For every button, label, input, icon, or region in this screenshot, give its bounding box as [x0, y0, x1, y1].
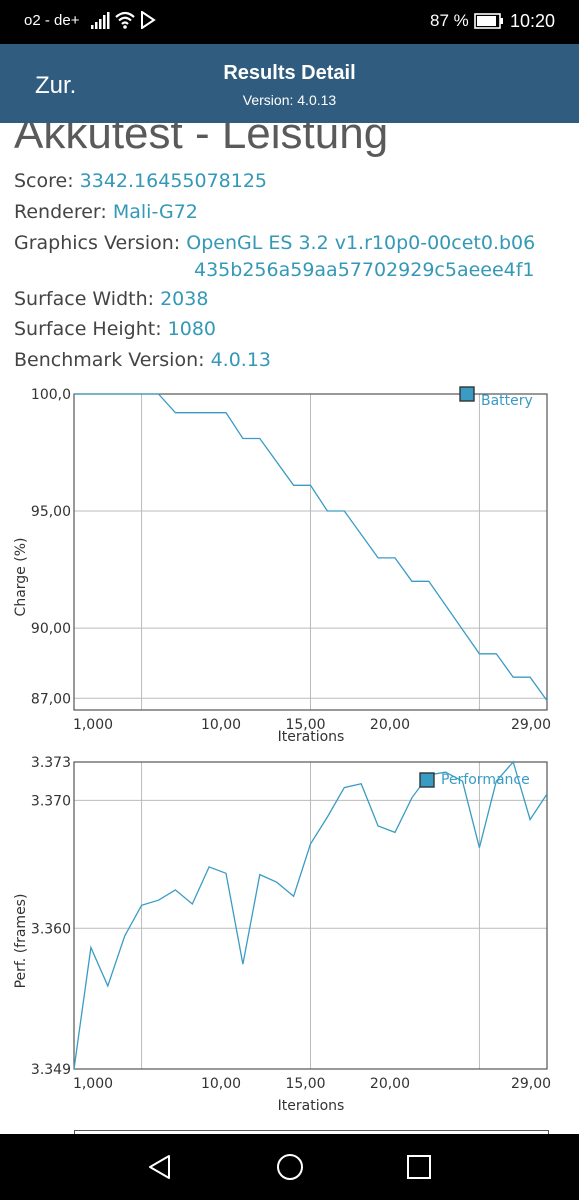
performance-chart: Perf. (frames) 1,000 10,00 15,00 20,00 29,00…: [13, 755, 551, 1113]
performance-y-ticks: 3.373 3.370 3.360 3.349: [31, 755, 71, 1078]
performance-series-line: [73, 760, 548, 1070]
status-bar: o2 - de+ 87 % 10:20: [0, 0, 579, 44]
battery-y-tick-label: 87,00: [31, 691, 71, 707]
battery-y-tick-label: 90,00: [31, 621, 71, 637]
battery-series-line: [74, 393, 548, 701]
battery-x-tick-label: 29,00: [511, 717, 551, 733]
carrier-label: o2 - de+: [24, 12, 80, 29]
battery-legend-label: Battery: [481, 393, 533, 409]
graphics-version-label: Graphics Version:: [14, 232, 187, 254]
page-title: Akkutest - Leistung: [14, 123, 389, 158]
surface-width-value: 2038: [160, 288, 209, 310]
battery-x-axis-label: Iterations: [278, 729, 345, 745]
performance-y-tick-label: 3.349: [31, 1062, 71, 1078]
performance-y-tick-label: 3.370: [31, 793, 71, 809]
benchmark-version-value: 4.0.13: [210, 349, 272, 371]
app-bar: Zur. Results Detail Version: 4.0.13: [0, 44, 579, 123]
battery-x-ticks: 1,000 10,00 15,00 20,00 29,00: [73, 717, 551, 733]
battery-x-tick-label: 20,00: [370, 717, 410, 733]
battery-icon: [474, 13, 503, 29]
renderer-label: Renderer:: [14, 201, 113, 223]
version-subtitle: Version: 4.0.13: [242, 92, 337, 108]
surface-height-label: Surface Height:: [14, 318, 168, 340]
score-label: Score:: [14, 170, 80, 192]
performance-legend-swatch: [419, 772, 435, 788]
battery-y-tick-label: 100,0: [31, 387, 71, 403]
performance-grid: [74, 761, 547, 1070]
battery-x-tick-label: 15,00: [285, 717, 325, 733]
performance-x-tick-label: 10,00: [201, 1076, 241, 1092]
battery-legend-swatch: [459, 386, 475, 402]
battery-x-tick-label: 10,00: [201, 717, 241, 733]
battery-chart: Charge (%) 1,000 10,00 15,00 20,00 29,00 100…: [13, 386, 551, 745]
home-nav-icon[interactable]: [275, 1152, 305, 1182]
page-header-title: Results Detail: [223, 62, 356, 84]
graphics-version-row: Graphics Version: OpenGL ES 3.2 v1.r10p0…: [14, 232, 535, 254]
signal-icon: [91, 12, 110, 29]
battery-plot-frame: [73, 393, 548, 711]
performance-legend-label: Performance: [441, 772, 530, 788]
navigation-bar: [0, 1134, 579, 1200]
benchmark-version-label: Benchmark Version:: [14, 349, 211, 371]
battery-y-tick-label: 95,00: [31, 504, 71, 520]
surface-width-label: Surface Width:: [14, 288, 161, 310]
graphics-version-value: OpenGL ES 3.2 v1.r10p0-00cet0.b06: [186, 232, 536, 254]
performance-y-axis-label: Perf. (frames): [13, 894, 29, 989]
renderer-row: Renderer: Mali-G72: [14, 201, 198, 223]
surface-width-row: Surface Width: 2038: [14, 288, 208, 310]
clock: 10:20: [510, 11, 556, 31]
wifi-icon: [115, 11, 135, 29]
next-chart-partial: [74, 1130, 549, 1134]
recents-nav-icon[interactable]: [404, 1152, 434, 1182]
results-scroll-area[interactable]: Akkutest - Leistung Score: 3342.16455078…: [0, 123, 579, 1134]
performance-x-ticks: 1,000 10,00 15,00 20,00 29,00: [73, 1076, 551, 1092]
performance-y-tick-label: 3.360: [31, 921, 71, 937]
performance-x-tick-label: 15,00: [285, 1076, 325, 1092]
battery-y-axis-label: Charge (%): [13, 538, 29, 617]
battery-y-ticks: 100,0 95,00 90,00 87,00: [31, 387, 71, 707]
benchmark-version-row: Benchmark Version: 4.0.13: [14, 349, 271, 371]
performance-plot-frame: [73, 761, 548, 1070]
renderer-value: Mali-G72: [112, 201, 198, 223]
surface-height-value: 1080: [167, 318, 217, 340]
battery-grid: [74, 393, 547, 710]
performance-x-tick-label: 20,00: [370, 1076, 410, 1092]
battery-percent: 87 %: [430, 11, 469, 30]
battery-x-tick-label: 1,000: [73, 717, 113, 733]
performance-y-tick-label: 3.373: [31, 755, 71, 771]
graphics-version-value-cont: 435b256a59aa57702929c5aeee4f1: [194, 259, 535, 281]
back-button[interactable]: Zur.: [35, 72, 77, 99]
back-nav-icon[interactable]: [145, 1152, 175, 1182]
performance-x-axis-label: Iterations: [278, 1098, 345, 1113]
performance-x-tick-label: 29,00: [511, 1076, 551, 1092]
score-row: Score: 3342.16455078125: [14, 170, 267, 192]
surface-height-row: Surface Height: 1080: [14, 318, 216, 340]
notification-icon: [141, 11, 156, 29]
performance-x-tick-label: 1,000: [73, 1076, 113, 1092]
score-value: 3342.16455078125: [79, 170, 268, 192]
